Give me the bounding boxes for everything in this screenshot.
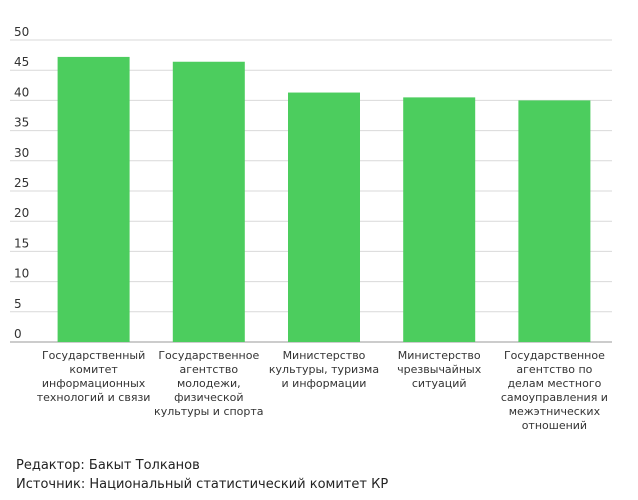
category-label-line: культуры, туризма <box>269 363 379 376</box>
source-credit: Источник: Национальный статистический ко… <box>16 477 389 492</box>
category-label-line: информационных <box>42 377 146 390</box>
category-label-line: агентство по <box>516 363 592 376</box>
category-label-line: Министерство <box>398 349 481 362</box>
y-tick-label: 5 <box>14 297 22 311</box>
category-label: Государственное агентство молодежи, физичес… <box>154 349 264 418</box>
y-tick-label: 20 <box>14 206 29 220</box>
bar <box>172 61 245 343</box>
y-tick-label: 15 <box>14 236 29 250</box>
category-label-line: комитет <box>69 363 118 376</box>
bar-chart: 0 5 10 15 20 25 30 35 40 45 50 Государственный коми… <box>10 25 612 432</box>
category-label: Министерство культуры, туризма и информаци… <box>269 349 379 390</box>
category-label-line: делам местного <box>507 377 601 390</box>
category-label: Министерство чрезвычайных ситуаций <box>397 349 482 390</box>
category-label-line: культуры и спорта <box>154 405 264 418</box>
y-tick-label: 10 <box>14 267 29 281</box>
y-tick-label: 50 <box>14 25 29 39</box>
category-label-line: физической <box>174 391 243 404</box>
bars <box>57 56 591 343</box>
category-label-line: агентство <box>180 363 239 376</box>
category-label-line: ситуаций <box>412 377 467 390</box>
category-label-line: Государственный <box>42 349 145 362</box>
y-axis-ticks: 0 5 10 15 20 25 30 35 40 45 50 <box>14 25 29 341</box>
category-label-line: самоуправления и <box>501 391 608 404</box>
y-tick-label: 35 <box>14 116 29 130</box>
y-tick-label: 0 <box>14 327 22 341</box>
category-labels: Государственный комитет информационных техн… <box>37 349 608 432</box>
bar <box>403 97 476 342</box>
category-label-line: технологий и связи <box>37 391 151 404</box>
category-label: Государственный комитет информационных техн… <box>37 349 151 404</box>
category-label-line: молодежи, <box>177 377 241 390</box>
category-label: Государственное агентство по делам местног… <box>501 349 608 432</box>
bar <box>518 100 591 343</box>
category-label-line: Государственное <box>158 349 259 362</box>
category-label-line: отношений <box>522 419 587 432</box>
category-label-line: Государственное <box>504 349 605 362</box>
y-tick-label: 40 <box>14 85 29 99</box>
editor-credit: Редактор: Бакыт Толканов <box>16 458 200 473</box>
y-tick-label: 30 <box>14 146 29 160</box>
category-label-line: Министерство <box>283 349 366 362</box>
bar <box>288 92 360 342</box>
category-label-line: межэтнических <box>509 405 601 418</box>
category-label-line: чрезвычайных <box>397 363 482 376</box>
bar <box>57 56 130 343</box>
category-label-line: и информации <box>282 377 367 390</box>
y-tick-label: 25 <box>14 176 29 190</box>
y-tick-label: 45 <box>14 55 29 69</box>
